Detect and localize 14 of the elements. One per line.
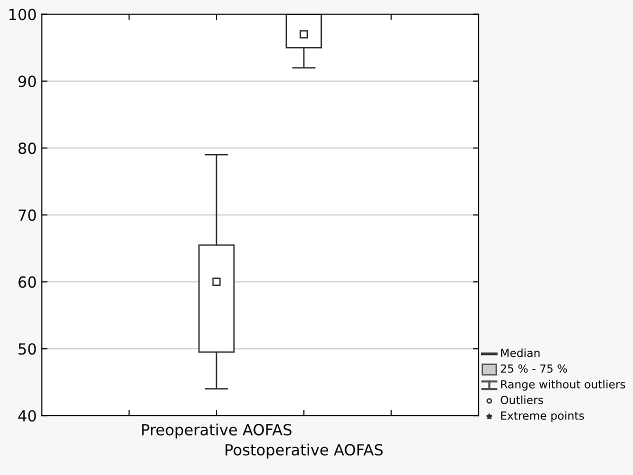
y-tick-label: 70 xyxy=(18,209,36,221)
text: Median xyxy=(501,348,540,358)
y-tick-label: 100 xyxy=(9,8,36,20)
text: 25 % - 75 % xyxy=(500,364,567,373)
y-tick-label: 80 xyxy=(18,142,36,154)
y-tick-label: 40 xyxy=(18,410,36,422)
y-tick-label: 60 xyxy=(18,276,36,288)
y-tick-label: 90 xyxy=(18,76,36,88)
text: Extreme points xyxy=(501,411,584,422)
text: Outliers xyxy=(500,396,544,404)
y-tick-label: 50 xyxy=(18,343,36,355)
x-tick-label: Preoperative AOFAS xyxy=(142,424,292,438)
text: Range without outliers xyxy=(501,380,626,391)
x-tick-label: Postoperative AOFAS xyxy=(226,444,383,459)
